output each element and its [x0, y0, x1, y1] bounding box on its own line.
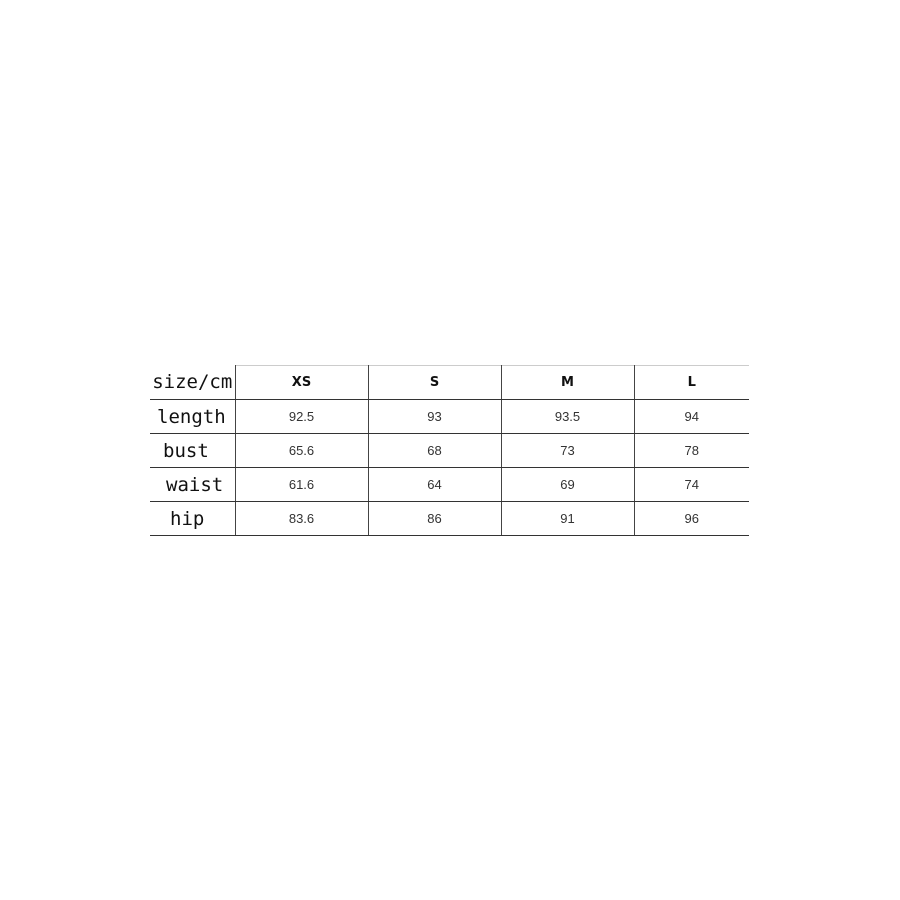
row-label: bust [150, 433, 236, 468]
cell: 78 [634, 433, 749, 468]
size-header-l: L [634, 365, 749, 400]
cell: 69 [501, 467, 635, 502]
cell: 91 [501, 501, 635, 536]
cell: 74 [634, 467, 749, 502]
cell: 92.5 [235, 399, 369, 434]
cell: 96 [634, 501, 749, 536]
table-row: hip 83.6 86 91 96 [150, 501, 749, 536]
table-row: waist 61.6 64 69 74 [150, 467, 749, 502]
row-label: hip [150, 501, 236, 536]
size-header-s: S [368, 365, 502, 400]
size-header-m: M [501, 365, 635, 400]
cell: 73 [501, 433, 635, 468]
cell: 83.6 [235, 501, 369, 536]
row-label: waist [150, 467, 236, 502]
row-label: length [150, 399, 236, 434]
cell: 93.5 [501, 399, 635, 434]
cell: 94 [634, 399, 749, 434]
cell: 93 [368, 399, 502, 434]
corner-label: size/cm [150, 365, 236, 400]
size-header-xs: XS [235, 365, 369, 400]
size-chart-table: size/cm XS S M L length 92.5 93 93.5 94 … [150, 365, 749, 536]
cell: 65.6 [235, 433, 369, 468]
table-row: length 92.5 93 93.5 94 [150, 399, 749, 434]
cell: 64 [368, 467, 502, 502]
cell: 86 [368, 501, 502, 536]
cell: 61.6 [235, 467, 369, 502]
table-row: bust 65.6 68 73 78 [150, 433, 749, 468]
cell: 68 [368, 433, 502, 468]
header-row: size/cm XS S M L [150, 365, 749, 400]
